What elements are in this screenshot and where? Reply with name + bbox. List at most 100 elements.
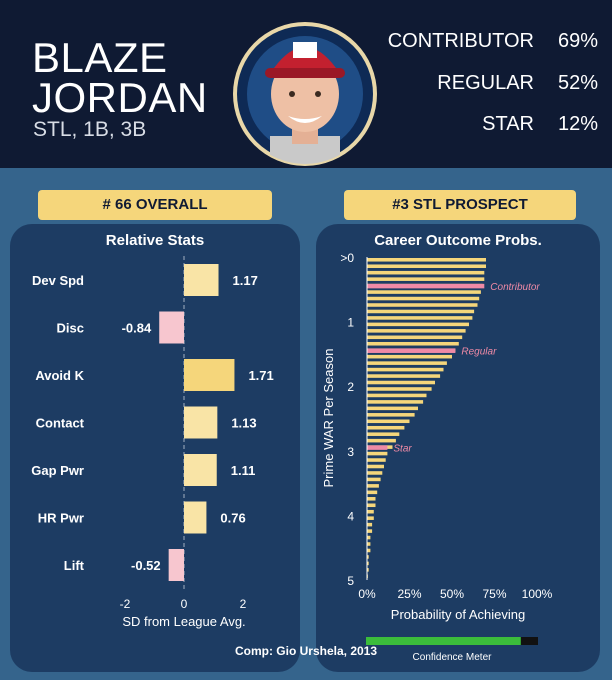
- outcome-bar-36: [367, 490, 378, 495]
- outcome-bar-17: [367, 367, 444, 372]
- outcome-bar-1: [367, 264, 486, 269]
- relative-stats-title: Relative Stats: [105, 232, 205, 249]
- stat-value-3: 1.13: [231, 416, 256, 431]
- y-axis-label: Prime WAR Per Season: [321, 349, 336, 488]
- outcome-bar-11: [367, 329, 466, 333]
- marker-label-0: Contributor: [490, 282, 540, 293]
- stat-bar-2: [184, 359, 235, 391]
- outcome-bar-18: [367, 374, 441, 378]
- comparison-player: Comp: Gio Urshela, 2013: [234, 644, 378, 658]
- marker-label-2: Star: [393, 443, 412, 454]
- outcome-value: 12%: [557, 113, 598, 135]
- outcome-bar-2: [367, 270, 485, 275]
- outcome-bar-10: [367, 322, 469, 327]
- y-tick-2: 2: [347, 380, 354, 394]
- y-tick-5: 5: [347, 574, 354, 588]
- outcome-bar-9: [367, 316, 473, 320]
- outcome-label: STAR: [482, 113, 534, 135]
- stat-label-6: Lift: [64, 558, 85, 573]
- stat-bar-0: [184, 264, 219, 296]
- outcome-bar-28: [367, 438, 396, 443]
- outcome-label: REGULAR: [437, 72, 534, 94]
- y-tick-0: >0: [340, 251, 354, 265]
- outcome-bar-3: [367, 277, 485, 281]
- outcome-bar-33: [367, 471, 383, 475]
- x-axis-label: SD from League Avg.: [122, 614, 245, 629]
- outcome-bar-48: [367, 568, 369, 572]
- outcome-bar-22: [367, 400, 424, 404]
- x-axis-label: Probability of Achieving: [391, 607, 525, 622]
- outcome-bar-41: [367, 522, 373, 527]
- outcome-bar-38: [367, 503, 376, 508]
- confidence-label: Confidence Meter: [413, 652, 493, 663]
- stat-label-0: Dev Spd: [32, 273, 84, 288]
- outcome-bar-0: [367, 258, 486, 262]
- stat-label-5: HR Pwr: [38, 511, 84, 526]
- marker-label-1: Regular: [461, 346, 497, 357]
- outcome-bar-25: [367, 419, 410, 424]
- stat-value-4: 1.11: [231, 463, 256, 478]
- outcome-bar-47: [367, 561, 369, 566]
- outcome-bar-21: [367, 393, 427, 398]
- stat-label-1: Disc: [57, 321, 84, 336]
- outcome-bar-6: [367, 296, 480, 301]
- outcome-bar-19: [367, 380, 435, 385]
- outcome-bar-24: [367, 413, 415, 417]
- relative-stats-panel: Relative Stats: [10, 224, 300, 672]
- outcome-bar-5: [367, 290, 481, 294]
- outcome-bar-32: [367, 464, 384, 469]
- outcome-bar-45: [367, 548, 371, 553]
- stat-label-4: Gap Pwr: [31, 463, 84, 478]
- outcome-value: 52%: [557, 72, 598, 94]
- stat-bar-5: [184, 501, 207, 534]
- career-outcomes-title: Career Outcome Probs.: [374, 232, 542, 249]
- stat-value-0: 1.17: [233, 273, 258, 288]
- confidence-meter: Confidence Meter: [366, 637, 538, 663]
- outcome-bar-7: [367, 303, 478, 307]
- overall-rank-tab: # 66 OVERALL: [38, 190, 272, 220]
- outcome-value: 69%: [557, 30, 598, 52]
- stat-bar-1: [159, 311, 184, 344]
- x-tick-2: 50%: [440, 587, 464, 601]
- outcome-bar-15: [367, 354, 452, 359]
- outcome-bar-34: [367, 477, 381, 482]
- player-first-name: BLAZE: [32, 34, 168, 81]
- x-tick-4: 100%: [522, 587, 553, 601]
- x-tick-1: 0: [181, 597, 188, 611]
- player-team-positions: STL, 1B, 3B: [33, 118, 147, 141]
- marker-bar-2: [367, 445, 388, 450]
- outcome-bar-26: [367, 425, 405, 430]
- marker-bar-1: [367, 348, 456, 353]
- stat-value-6: -0.52: [131, 558, 161, 573]
- relative-stats-chart: Dev Spd 1.17 Disc -0.84 Avoid K 1.71 Contact 1.…: [31, 256, 274, 629]
- outcome-regular: REGULAR 52%: [437, 72, 598, 95]
- stat-value-1: -0.84: [122, 321, 152, 336]
- marker-bar-0: [367, 283, 485, 289]
- x-tick-1: 25%: [397, 587, 421, 601]
- outcome-bar-23: [367, 406, 418, 411]
- outcome-bar-16: [367, 361, 447, 365]
- outcome-bar-8: [367, 309, 475, 314]
- header: BLAZE JORDAN STL, 1B, 3B CONTRIBUTOR 69% …: [0, 0, 612, 168]
- outcome-contributor: CONTRIBUTOR 69%: [388, 30, 598, 53]
- outcome-bar-35: [367, 484, 379, 488]
- x-tick-3: 75%: [482, 587, 506, 601]
- player-last-name: JORDAN: [32, 74, 208, 121]
- outcome-bar-44: [367, 542, 371, 546]
- x-tick-2: 2: [240, 597, 247, 611]
- stat-label-3: Contact: [36, 416, 85, 431]
- outcome-bar-39: [367, 509, 374, 514]
- outcome-bar-40: [367, 516, 374, 520]
- stat-value-5: 0.76: [220, 511, 245, 526]
- prospect-rank-tab: #3 STL PROSPECT: [344, 190, 576, 220]
- player-photo: [233, 22, 377, 166]
- outcome-bar-20: [367, 387, 432, 391]
- outcome-bar-43: [367, 535, 371, 540]
- x-tick-0: -2: [120, 597, 131, 611]
- y-tick-3: 3: [347, 445, 354, 459]
- stat-bar-6: [168, 549, 184, 581]
- y-tick-1: 1: [347, 316, 354, 330]
- stat-value-2: 1.71: [248, 368, 273, 383]
- outcome-label: CONTRIBUTOR: [387, 30, 534, 52]
